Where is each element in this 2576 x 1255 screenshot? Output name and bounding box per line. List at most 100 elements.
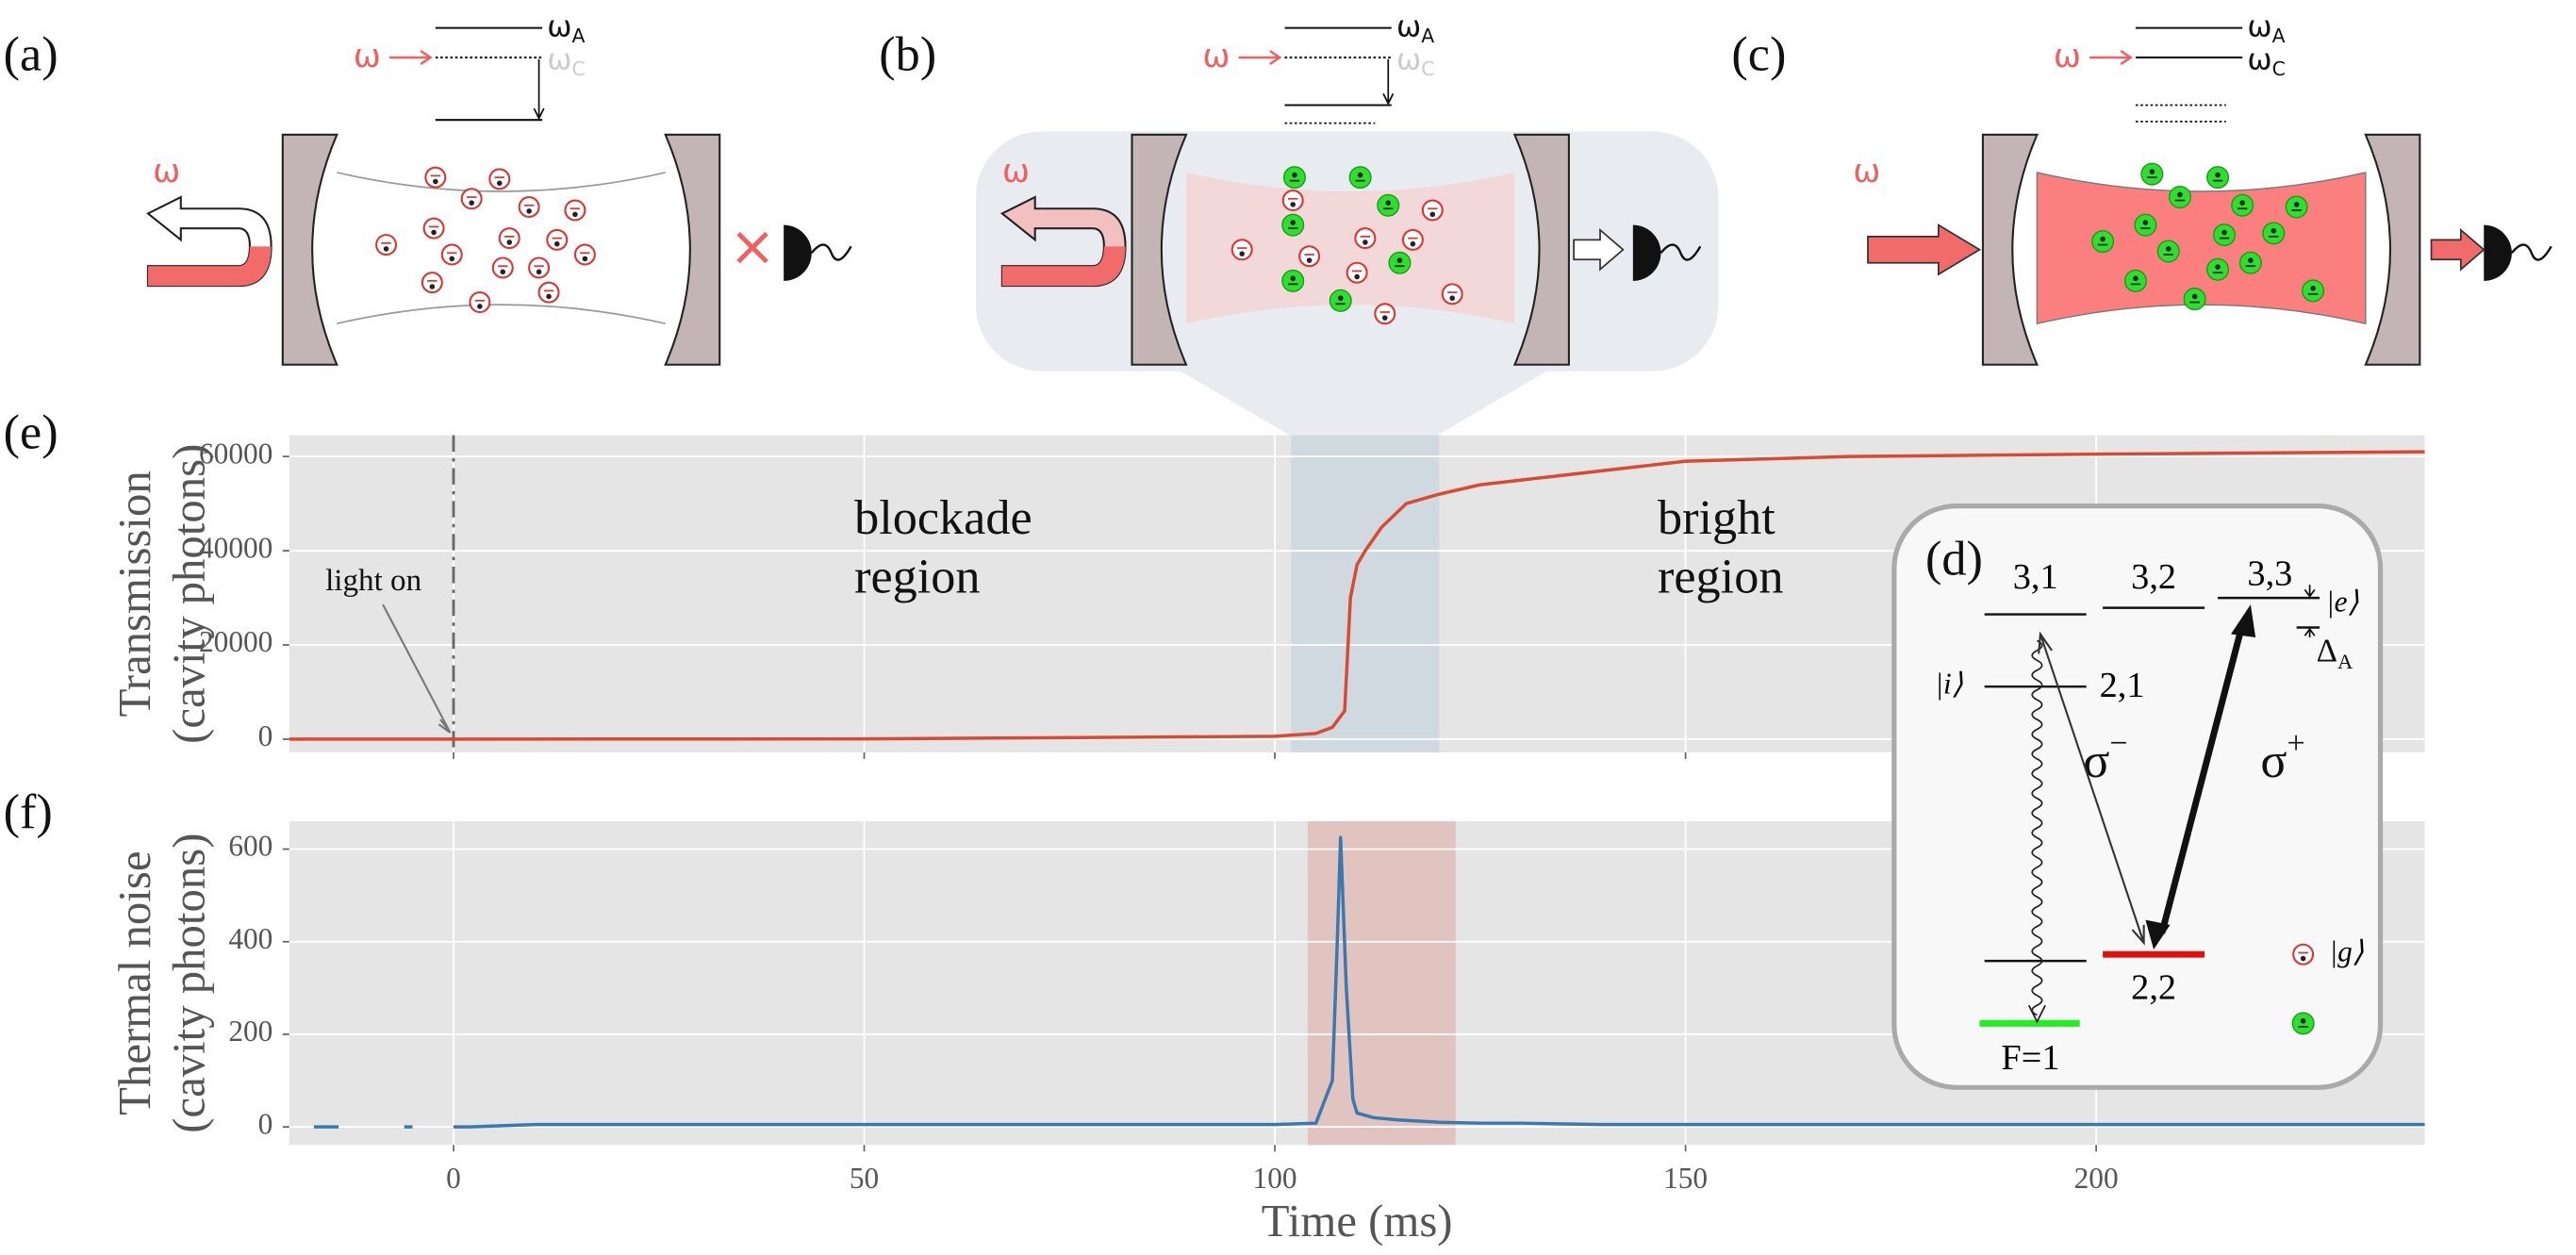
cavity-mode (337, 304, 666, 325)
x-tick-label: 0 (446, 1162, 461, 1195)
atom-dot (536, 269, 542, 275)
region-label: bright region (1658, 490, 1783, 604)
drive-label: ω (153, 153, 180, 190)
symbol: ω (2247, 42, 2271, 76)
atom-dot (1385, 200, 1392, 206)
panel-label: (f) (4, 784, 53, 839)
mirror (664, 133, 721, 366)
symbol-label: ωA (1396, 10, 1434, 47)
y-axis-label-line: (cavity photons) (164, 834, 215, 1133)
ground-atom (1354, 227, 1377, 250)
probe-arrow (2089, 49, 2133, 65)
atom-dot (1357, 172, 1363, 178)
symbol-label: ωA (547, 10, 585, 47)
y-tick-label: 0 (258, 1107, 273, 1140)
inset-box (1891, 503, 2384, 1090)
subscript: A (2272, 25, 2286, 47)
detector (1632, 224, 1661, 281)
ground-atom (460, 188, 483, 210)
y-tick-label: 400 (228, 922, 272, 955)
ground-atom (1281, 190, 1304, 212)
atom-dot (1306, 257, 1313, 263)
symbol-label: σ+ (2260, 726, 2304, 788)
y-tick-label: 20000 (199, 625, 272, 658)
atom-dot (2149, 169, 2155, 174)
y-tick-label: 200 (228, 1015, 272, 1048)
subscript: A (572, 25, 586, 47)
atom-dot (526, 208, 532, 214)
decay-arrowhead (2027, 1004, 2046, 1024)
atom-dot (582, 256, 588, 262)
ground-atom (573, 243, 596, 266)
symbol: ω (547, 10, 571, 44)
x-axis-label: Time (ms) (1262, 1196, 1453, 1247)
atom-dot (431, 229, 437, 236)
ground-atom (1346, 261, 1368, 284)
mirror (1512, 133, 1570, 366)
x-tick-label: 50 (850, 1162, 879, 1195)
y-axis-label: Transmission (cavity photons) (109, 444, 214, 744)
ground-atom (424, 166, 447, 189)
event-label: light on (325, 564, 421, 598)
x-tick-label: 100 (1253, 1162, 1297, 1195)
ground-atom (1421, 199, 1444, 222)
superscript: + (2287, 726, 2305, 761)
atom-dot (1292, 172, 1297, 178)
atom-dot (1429, 211, 1436, 218)
x-tick-label: 200 (2074, 1162, 2119, 1195)
ground-atom (375, 234, 398, 256)
sigma-minus-arrow (2038, 631, 2145, 946)
atom-dot (1290, 220, 1296, 225)
probe-label: ω (1202, 38, 1230, 75)
atom-dot (433, 178, 438, 185)
atom-dot (1362, 239, 1368, 245)
level-label: 2,2 (2131, 967, 2176, 1007)
atom-dot (1381, 315, 1388, 321)
atom-dot (383, 246, 389, 252)
transmitted-beam (1573, 228, 1625, 272)
y-axis-label-line: Transmission (109, 471, 160, 717)
region-label-line: blockade (854, 490, 1032, 545)
mirror (1131, 133, 1188, 366)
atom-dot (2300, 1017, 2306, 1024)
ground-atom (488, 168, 511, 190)
state-label: |i⟩ (1935, 667, 1963, 700)
subscript: A (2337, 650, 2353, 673)
atom-dot (2310, 285, 2316, 291)
detuning-arrow (2304, 585, 2316, 637)
atom-dot (2215, 172, 2221, 178)
atom-dot (546, 293, 552, 300)
level-label: 3,3 (2247, 553, 2292, 593)
panel-label: (a) (4, 27, 58, 82)
atom-dot (2191, 293, 2198, 300)
legend-label: |g⟩ (2330, 934, 2365, 967)
panel-label: (b) (879, 27, 936, 82)
atom-dot (449, 256, 455, 262)
ground-atom (491, 256, 514, 279)
panel-label: (e) (4, 405, 58, 459)
atom-dot (2239, 200, 2245, 206)
ground-atom (1374, 303, 1396, 325)
superscript: − (2109, 726, 2127, 761)
level-label: 3,1 (2013, 557, 2058, 597)
y-tick-label: 600 (228, 830, 272, 863)
symbol: ω (1396, 42, 1421, 76)
zoom-connector (1149, 353, 1577, 436)
atom-dot (1290, 202, 1296, 207)
atom-dot (1354, 273, 1360, 280)
ground-atom (421, 272, 443, 294)
detector-wire (810, 243, 852, 261)
region-label-line: bright (1658, 490, 1775, 545)
atom-dot (1337, 295, 1344, 301)
ground-atom (528, 256, 551, 279)
region-label: blockade region (854, 490, 1032, 604)
cavity-mode (2036, 172, 2367, 325)
ground-atom (564, 199, 586, 222)
mirror (2364, 133, 2421, 366)
y-axis-label-line: (cavity photons) (164, 444, 215, 744)
shaded-span (1291, 435, 1440, 752)
atom-dot (1396, 257, 1403, 263)
x-tick-label: 150 (1663, 1162, 1708, 1195)
ground-atom (498, 227, 520, 250)
